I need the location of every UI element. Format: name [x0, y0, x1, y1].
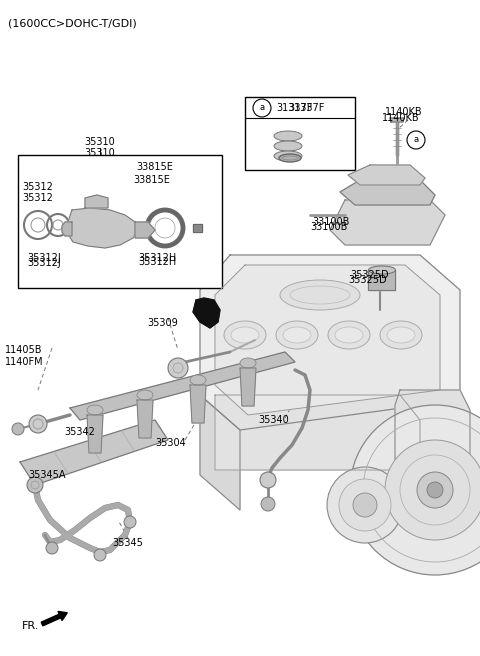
Polygon shape [368, 270, 395, 290]
Text: 35304: 35304 [155, 438, 186, 448]
Polygon shape [200, 255, 460, 430]
Text: 35312H: 35312H [138, 257, 176, 267]
Text: 33815E: 33815E [137, 162, 173, 172]
Circle shape [353, 493, 377, 517]
Circle shape [327, 467, 403, 543]
Polygon shape [137, 400, 153, 438]
Polygon shape [87, 415, 103, 453]
Polygon shape [68, 208, 138, 248]
Ellipse shape [87, 405, 103, 415]
Text: (1600CC>DOHC-T/GDI): (1600CC>DOHC-T/GDI) [8, 18, 137, 28]
Ellipse shape [240, 358, 256, 368]
Circle shape [339, 479, 391, 531]
FancyArrow shape [41, 611, 67, 626]
Text: a: a [413, 136, 419, 144]
Ellipse shape [274, 141, 302, 151]
Bar [245, 97, 355, 170]
Polygon shape [395, 390, 470, 520]
Ellipse shape [387, 327, 415, 343]
Text: 35312: 35312 [22, 193, 53, 203]
Text: 11405B: 11405B [5, 345, 43, 355]
Circle shape [350, 405, 480, 575]
Ellipse shape [274, 151, 302, 161]
Text: 35340: 35340 [258, 415, 289, 425]
Text: 1140KB: 1140KB [385, 107, 422, 117]
Ellipse shape [274, 131, 302, 141]
Circle shape [94, 549, 106, 561]
Text: a: a [259, 104, 264, 112]
Circle shape [124, 516, 136, 528]
Text: 35345: 35345 [112, 538, 143, 548]
Text: 35312J: 35312J [27, 258, 61, 268]
Text: 35325D: 35325D [348, 275, 386, 285]
Text: 35342: 35342 [65, 427, 96, 437]
Polygon shape [193, 298, 220, 328]
Text: 35345A: 35345A [28, 470, 65, 480]
Circle shape [147, 210, 183, 246]
Text: 1140KB: 1140KB [382, 113, 420, 123]
Polygon shape [190, 385, 206, 423]
Ellipse shape [231, 327, 259, 343]
Polygon shape [390, 118, 404, 122]
Polygon shape [135, 222, 155, 238]
Text: FR.: FR. [22, 621, 39, 631]
Circle shape [385, 440, 480, 540]
Circle shape [417, 472, 453, 508]
Text: 1140FM: 1140FM [5, 357, 44, 367]
Ellipse shape [335, 327, 363, 343]
Polygon shape [193, 224, 202, 232]
Polygon shape [340, 180, 435, 205]
Circle shape [29, 415, 47, 433]
Ellipse shape [224, 321, 266, 349]
Text: 33100B: 33100B [310, 222, 348, 232]
Polygon shape [200, 395, 240, 510]
Circle shape [12, 423, 24, 435]
Circle shape [46, 542, 58, 554]
Ellipse shape [380, 321, 422, 349]
Ellipse shape [369, 266, 396, 274]
Ellipse shape [328, 321, 370, 349]
Text: 35325D: 35325D [350, 270, 389, 280]
Text: 35310: 35310 [84, 148, 115, 158]
Text: 31337F: 31337F [288, 103, 324, 113]
Ellipse shape [280, 280, 360, 310]
Polygon shape [20, 420, 168, 485]
Text: 35312J: 35312J [27, 253, 61, 263]
Ellipse shape [137, 390, 153, 400]
Circle shape [260, 472, 276, 488]
Text: 35312: 35312 [22, 182, 53, 192]
Bar [18, 155, 222, 288]
Circle shape [427, 482, 443, 498]
Ellipse shape [283, 327, 311, 343]
Circle shape [168, 358, 188, 378]
Polygon shape [215, 395, 420, 470]
Polygon shape [70, 352, 295, 420]
Circle shape [27, 477, 43, 493]
Circle shape [261, 497, 275, 511]
Polygon shape [215, 265, 440, 415]
Text: 33100B: 33100B [312, 217, 349, 227]
Polygon shape [62, 222, 72, 236]
Polygon shape [240, 368, 256, 406]
Ellipse shape [190, 375, 206, 385]
Ellipse shape [276, 321, 318, 349]
Text: 35312H: 35312H [138, 253, 176, 263]
Text: 33815E: 33815E [133, 175, 170, 185]
Text: 35309: 35309 [147, 318, 178, 328]
Ellipse shape [279, 154, 301, 162]
Polygon shape [348, 165, 425, 185]
Text: 35310: 35310 [84, 137, 115, 147]
Polygon shape [85, 195, 108, 208]
Polygon shape [330, 200, 445, 245]
Text: 31337F: 31337F [276, 103, 312, 113]
